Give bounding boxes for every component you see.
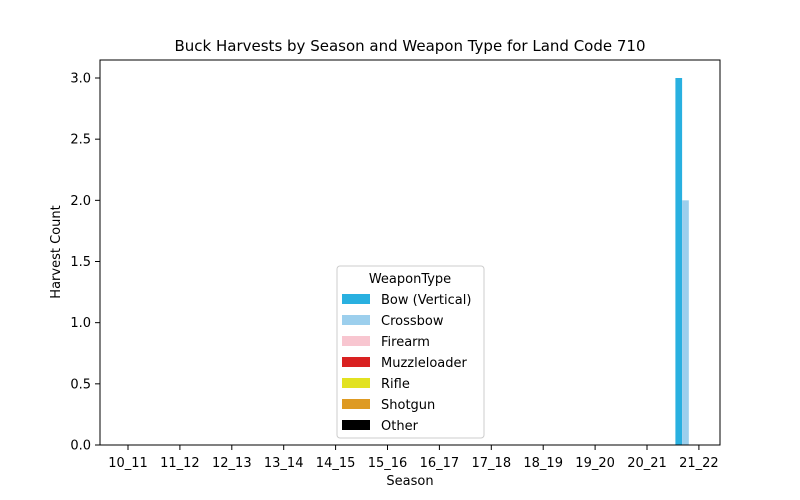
x-tick-label: 15_16 xyxy=(368,456,408,471)
legend-swatch xyxy=(342,399,370,409)
x-tick-label: 16_17 xyxy=(420,456,460,471)
legend-label: Other xyxy=(381,419,419,434)
legend-box xyxy=(336,265,485,439)
legend-swatch xyxy=(342,420,370,430)
x-tick-label: 13_14 xyxy=(264,456,304,471)
y-tick-label: 1.5 xyxy=(70,255,91,270)
bar xyxy=(682,200,689,445)
y-tick-label: 1.0 xyxy=(70,316,91,331)
x-tick-label: 21_22 xyxy=(679,456,719,471)
legend-label: Crossbow xyxy=(381,314,444,329)
y-tick-label: 3.0 xyxy=(70,72,91,87)
x-tick-label: 17_18 xyxy=(472,456,512,471)
legend-items: Bow (Vertical) Crossbow Firearm Muzzleloade… xyxy=(342,293,471,434)
legend-swatch xyxy=(342,315,370,325)
legend-swatch xyxy=(342,378,370,388)
x-tick-label: 11_12 xyxy=(160,456,200,471)
axes xyxy=(99,59,721,446)
legend: WeaponType Bow (Vertical) Crossbow Firearm… xyxy=(336,265,485,439)
x-ticks: 10_11 11_12 12_13 13_14 14_15 15_16 16_17 17_18… xyxy=(108,445,719,471)
x-tick-label: 10_11 xyxy=(108,456,148,471)
bar xyxy=(675,78,683,445)
legend-title: WeaponType xyxy=(369,272,451,287)
y-tick-label: 2.5 xyxy=(70,133,91,148)
legend-label: Muzzleloader xyxy=(381,356,467,371)
legend-label: Shotgun xyxy=(381,398,435,413)
y-axis-label: Harvest Count xyxy=(49,205,64,298)
legend-swatch xyxy=(342,294,370,304)
legend-swatch xyxy=(342,336,370,346)
legend-label: Rifle xyxy=(381,377,410,392)
bars-group xyxy=(675,78,689,445)
x-tick-label: 19_20 xyxy=(575,456,615,471)
chart-title: Buck Harvests by Season and Weapon Type … xyxy=(175,37,646,55)
y-tick-label: 0.5 xyxy=(70,377,91,392)
legend-label: Bow (Vertical) xyxy=(381,293,471,308)
x-tick-label: 12_13 xyxy=(212,456,252,471)
y-tick-label: 2.0 xyxy=(70,194,91,209)
x-tick-label: 20_21 xyxy=(627,456,667,471)
legend-label: Firearm xyxy=(381,335,430,350)
x-axis-label: Season xyxy=(386,474,433,489)
plot-frame xyxy=(99,59,721,446)
legend-swatch xyxy=(342,357,370,367)
y-ticks: 0.0 0.5 1.0 1.5 2.0 2.5 3.0 xyxy=(70,72,100,454)
x-tick-label: 18_19 xyxy=(523,456,563,471)
y-tick-label: 0.0 xyxy=(70,439,91,454)
x-tick-label: 14_15 xyxy=(316,456,356,471)
